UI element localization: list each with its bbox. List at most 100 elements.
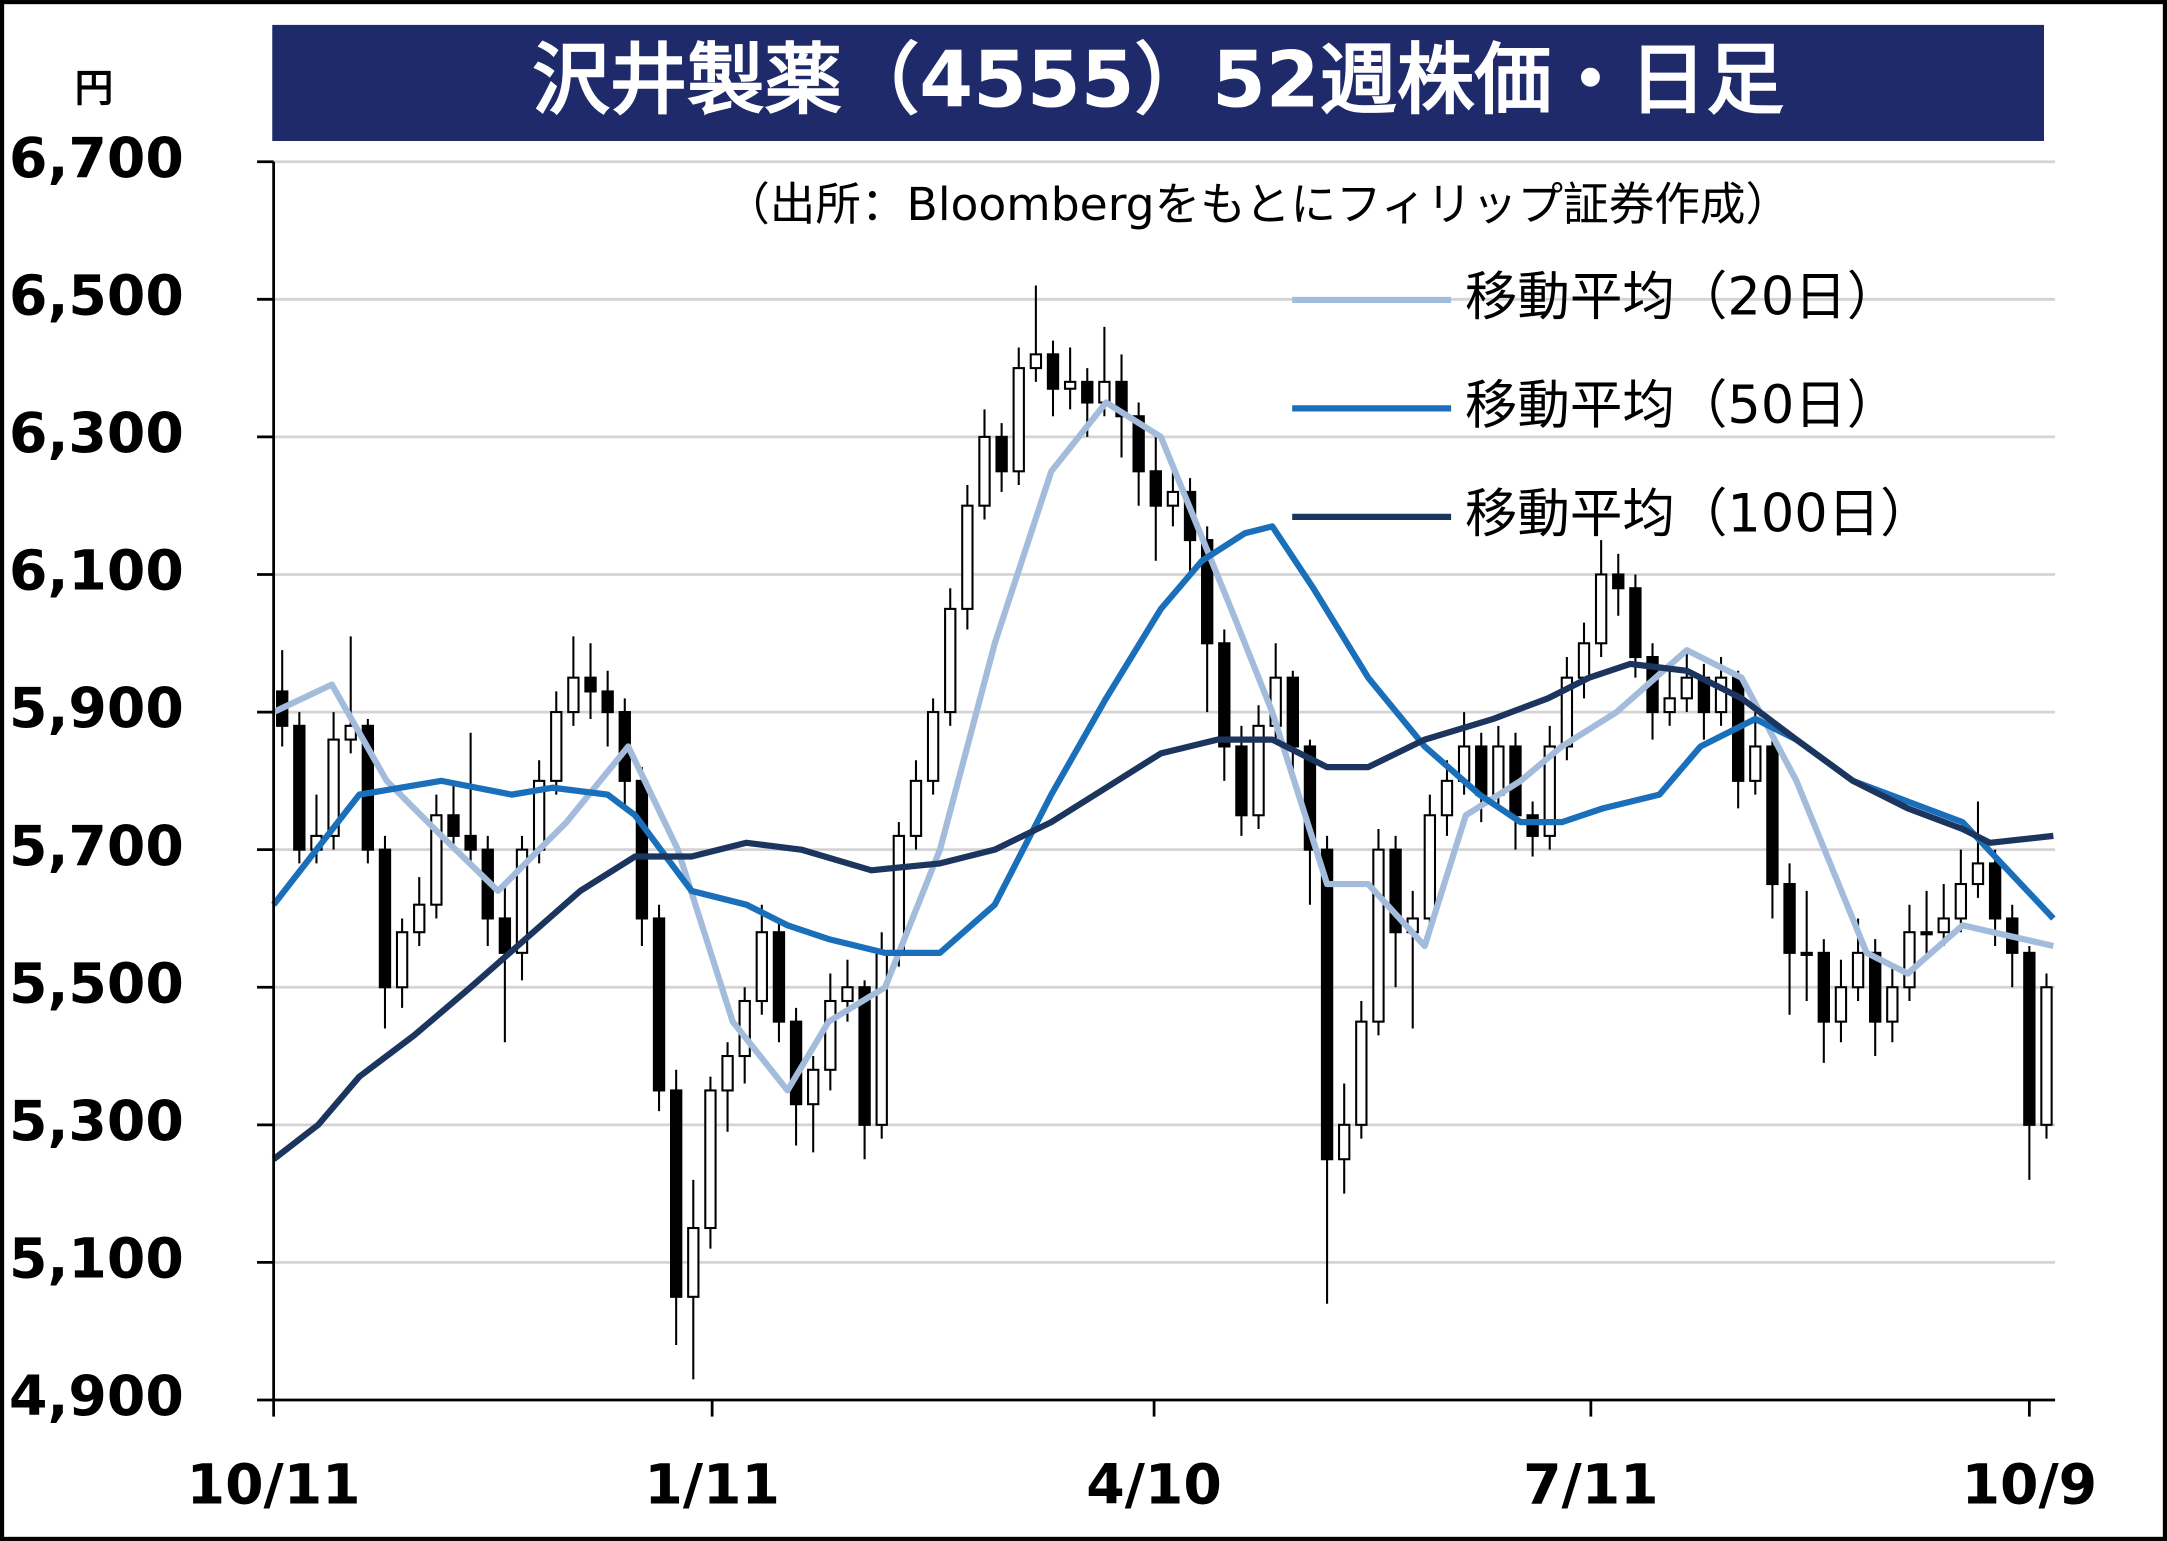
candle-body bbox=[464, 834, 477, 851]
candle-body bbox=[550, 711, 563, 782]
y-tick-label: 6,300 bbox=[9, 402, 184, 466]
candle-body bbox=[498, 917, 512, 954]
candle-body bbox=[1526, 814, 1539, 837]
candle-body bbox=[669, 1089, 683, 1298]
candle-body bbox=[755, 931, 768, 1003]
candle-body bbox=[1886, 986, 1899, 1023]
candle-body bbox=[789, 1020, 803, 1106]
candle-body bbox=[807, 1068, 820, 1106]
candle-body bbox=[327, 738, 340, 837]
candle-body bbox=[1355, 1020, 1368, 1126]
candle-body bbox=[1063, 380, 1077, 390]
candle-body bbox=[1869, 951, 1882, 1023]
y-tick-label: 5,100 bbox=[9, 1228, 184, 1292]
candle-body bbox=[909, 779, 923, 837]
candle-body bbox=[1132, 415, 1145, 473]
candle-body bbox=[1937, 917, 1950, 934]
legend-label: 移動平均（20日） bbox=[1465, 267, 1899, 328]
x-tick-label: 1/11 bbox=[644, 1454, 780, 1518]
candle-body bbox=[1029, 353, 1043, 370]
candle-body bbox=[995, 435, 1008, 473]
x-tick-label: 7/11 bbox=[1523, 1454, 1659, 1518]
candle-body bbox=[1235, 745, 1248, 817]
y-tick-label: 5,900 bbox=[9, 677, 184, 741]
candle-body bbox=[1749, 745, 1762, 782]
candle-body bbox=[1389, 848, 1402, 934]
candle-body bbox=[395, 931, 409, 989]
candle-body bbox=[361, 724, 375, 851]
candle-body bbox=[1817, 951, 1830, 1023]
candle-body bbox=[1988, 862, 2002, 920]
candle-body bbox=[1903, 931, 1916, 989]
candle-body bbox=[978, 435, 991, 507]
candle-body bbox=[1098, 380, 1111, 404]
candle-body bbox=[721, 1055, 734, 1092]
chart-title: 沢井製薬（4555）52週株価・日足 bbox=[532, 36, 1784, 126]
candle-body bbox=[1920, 931, 1933, 936]
candle-body bbox=[926, 711, 940, 782]
moving-average-line bbox=[271, 660, 2054, 1162]
candle-body bbox=[1663, 697, 1676, 714]
candle-body bbox=[1081, 380, 1094, 404]
candle-body bbox=[944, 607, 957, 714]
candle-body bbox=[447, 814, 460, 837]
candle-body bbox=[1475, 745, 1488, 796]
candle-body bbox=[892, 834, 906, 954]
subtitle: （出所：Bloombergをもとにフィリップ証券作成） bbox=[724, 178, 1791, 231]
candle-body bbox=[2040, 986, 2053, 1126]
candle-body bbox=[704, 1089, 717, 1230]
candle-body bbox=[1320, 848, 1334, 1161]
candle-body bbox=[567, 676, 580, 714]
candle-body bbox=[1543, 745, 1556, 837]
y-tick-label: 6,700 bbox=[9, 127, 184, 191]
y-axis-unit: 円 bbox=[75, 67, 114, 112]
candle-body bbox=[1115, 380, 1128, 418]
legend-label: 移動平均（50日） bbox=[1465, 375, 1899, 436]
candle-body bbox=[1046, 353, 1060, 390]
candle-body bbox=[858, 986, 871, 1126]
candle-body bbox=[584, 676, 597, 693]
title-bar bbox=[272, 24, 2045, 141]
legend-label: 移動平均（100日） bbox=[1465, 484, 1933, 545]
candle-body bbox=[635, 779, 649, 920]
candle-body bbox=[1680, 676, 1693, 700]
candle-body bbox=[1286, 676, 1299, 748]
y-tick-label: 6,100 bbox=[9, 540, 184, 604]
candle-body bbox=[1851, 951, 1865, 989]
y-tick-label: 5,700 bbox=[9, 815, 184, 879]
candle-body bbox=[413, 903, 426, 934]
x-tick-label: 10/11 bbox=[187, 1454, 361, 1518]
candle-body bbox=[1954, 883, 1968, 920]
candle-body bbox=[1766, 745, 1779, 886]
candle-body bbox=[1834, 986, 1848, 1023]
candle-body bbox=[1200, 539, 1214, 645]
moving-average-line bbox=[271, 523, 2056, 956]
candle-body bbox=[687, 1226, 700, 1298]
candle-body bbox=[1149, 470, 1162, 507]
candle-body bbox=[1423, 814, 1437, 920]
candle-body bbox=[515, 848, 529, 954]
candle-body bbox=[1166, 490, 1180, 507]
candle-body bbox=[1218, 642, 1231, 748]
candle-body bbox=[378, 848, 392, 989]
candle-body bbox=[1338, 1123, 1351, 1161]
y-tick-label: 4,900 bbox=[9, 1365, 184, 1429]
candle-body bbox=[1303, 745, 1317, 851]
y-tick-label: 5,500 bbox=[9, 952, 184, 1016]
candle-body bbox=[1252, 724, 1265, 817]
candle-body bbox=[961, 504, 974, 610]
candle-body bbox=[293, 724, 306, 851]
y-tick-label: 5,300 bbox=[9, 1090, 184, 1154]
candle-body bbox=[772, 931, 786, 1023]
y-tick-label: 6,500 bbox=[9, 264, 184, 328]
candle-body bbox=[1800, 951, 1813, 956]
candle-body bbox=[1714, 676, 1728, 714]
candle-body bbox=[1612, 573, 1625, 590]
candle-body bbox=[1492, 745, 1505, 796]
candle-body bbox=[601, 690, 614, 714]
x-tick-label: 10/9 bbox=[1962, 1454, 2098, 1518]
candle-body bbox=[1440, 779, 1454, 817]
candle-body bbox=[1783, 883, 1796, 954]
candle-body bbox=[1629, 587, 1642, 659]
